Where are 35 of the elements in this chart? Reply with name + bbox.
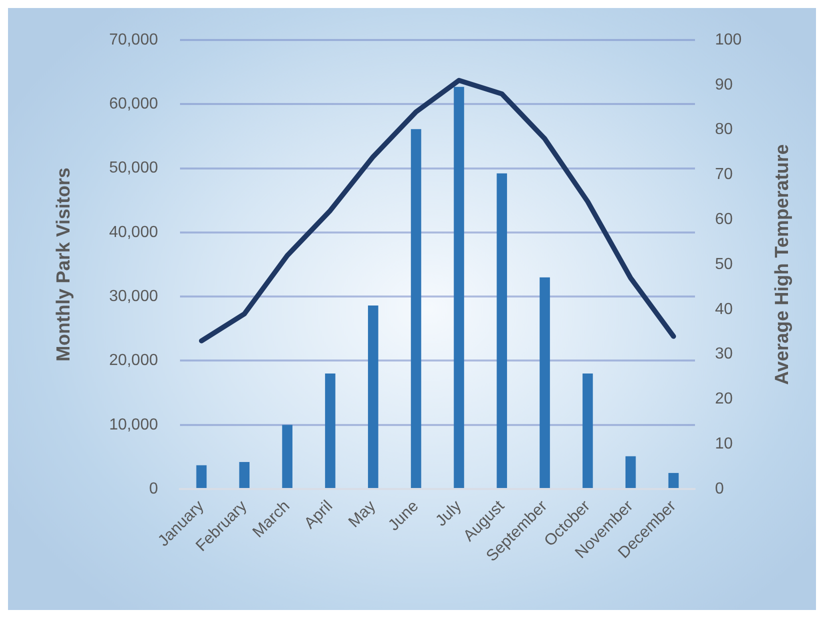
y-tick-label: 40,000	[109, 224, 158, 241]
y-tick-label: 70,000	[109, 31, 158, 48]
y2-tick-label: 40	[715, 300, 733, 318]
y2-tick-label: 50	[715, 256, 733, 273]
y2-tick-label: 70	[715, 166, 733, 184]
bar	[668, 472, 679, 488]
y2-tick-label: 80	[715, 121, 733, 138]
x-tick-label: May	[346, 498, 380, 532]
y-tick-label: 0	[149, 480, 158, 498]
y-tick-label: 50,000	[109, 160, 158, 177]
y2-tick-label: 10	[715, 436, 733, 453]
bar	[540, 277, 550, 488]
bar	[282, 424, 292, 488]
bar	[239, 462, 250, 488]
y-tick-label: 10,000	[109, 416, 158, 434]
bar	[496, 173, 508, 488]
bar	[196, 465, 207, 488]
y-tick-label: 30,000	[109, 288, 158, 305]
y2-axis-title: Average High Temperature	[772, 144, 794, 385]
y2-tick-label: 0	[715, 480, 724, 498]
y-tick-label: 20,000	[109, 352, 158, 370]
y-tick-label: 60,000	[109, 96, 158, 113]
bar	[625, 456, 636, 488]
y2-tick-label: 60	[715, 211, 733, 228]
bar	[368, 306, 378, 488]
bar	[325, 374, 336, 488]
x-tick-label: July	[432, 498, 465, 530]
y2-tick-label: 90	[715, 76, 733, 94]
y2-tick-label: 100	[715, 31, 742, 48]
bar	[454, 86, 464, 488]
y2-tick-label: 30	[715, 346, 733, 363]
y2-tick-label: 20	[715, 390, 733, 408]
bar	[582, 374, 593, 488]
bar	[410, 129, 422, 488]
y-axis-title: Monthly Park Visitors	[54, 168, 75, 362]
